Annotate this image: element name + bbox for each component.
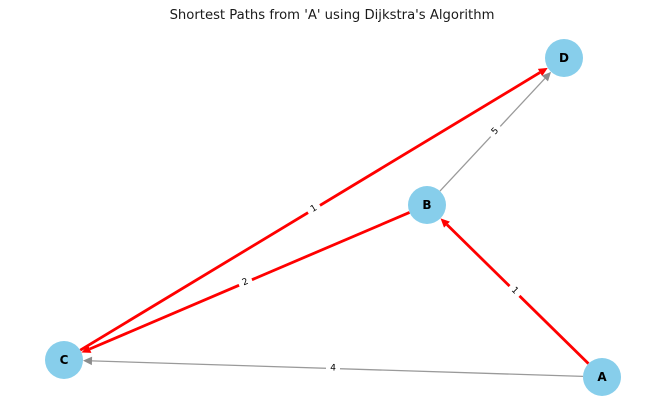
edge-weight-A-B: 1 bbox=[504, 281, 525, 301]
node-D bbox=[545, 39, 583, 77]
chart-title: Shortest Paths from 'A' using Dijkstra's… bbox=[170, 8, 495, 23]
node-C bbox=[45, 341, 83, 379]
arrowhead-A-C bbox=[82, 356, 93, 366]
arrowhead-B-D bbox=[541, 71, 552, 82]
edge-weight-text: 5 bbox=[490, 126, 501, 137]
arrowhead-B-C bbox=[81, 345, 92, 353]
edge-weight-text: 2 bbox=[241, 277, 250, 288]
node-label-B: B bbox=[422, 198, 431, 212]
edge-weight-A-C: 4 bbox=[325, 361, 341, 376]
edge-labels-layer: 1 2 1 5 4 bbox=[236, 121, 525, 376]
edge-weight-text: 1 bbox=[509, 285, 520, 296]
node-B bbox=[408, 186, 446, 224]
arrowhead-A-B bbox=[440, 218, 450, 228]
node-label-D: D bbox=[559, 51, 569, 65]
nodes-layer: A B C D bbox=[45, 39, 621, 396]
arrowhead-C-D bbox=[537, 67, 548, 77]
edge-weight-B-C: 2 bbox=[236, 273, 255, 292]
node-label-A: A bbox=[597, 370, 607, 384]
node-label-C: C bbox=[60, 353, 69, 367]
edge-weight-text: 1 bbox=[309, 203, 319, 215]
edge-weight-C-D: 1 bbox=[304, 199, 324, 219]
edges-layer bbox=[79, 67, 590, 378]
node-A bbox=[583, 358, 621, 396]
edge-weight-text: 4 bbox=[330, 363, 336, 373]
edge-weight-B-D: 5 bbox=[485, 121, 506, 142]
